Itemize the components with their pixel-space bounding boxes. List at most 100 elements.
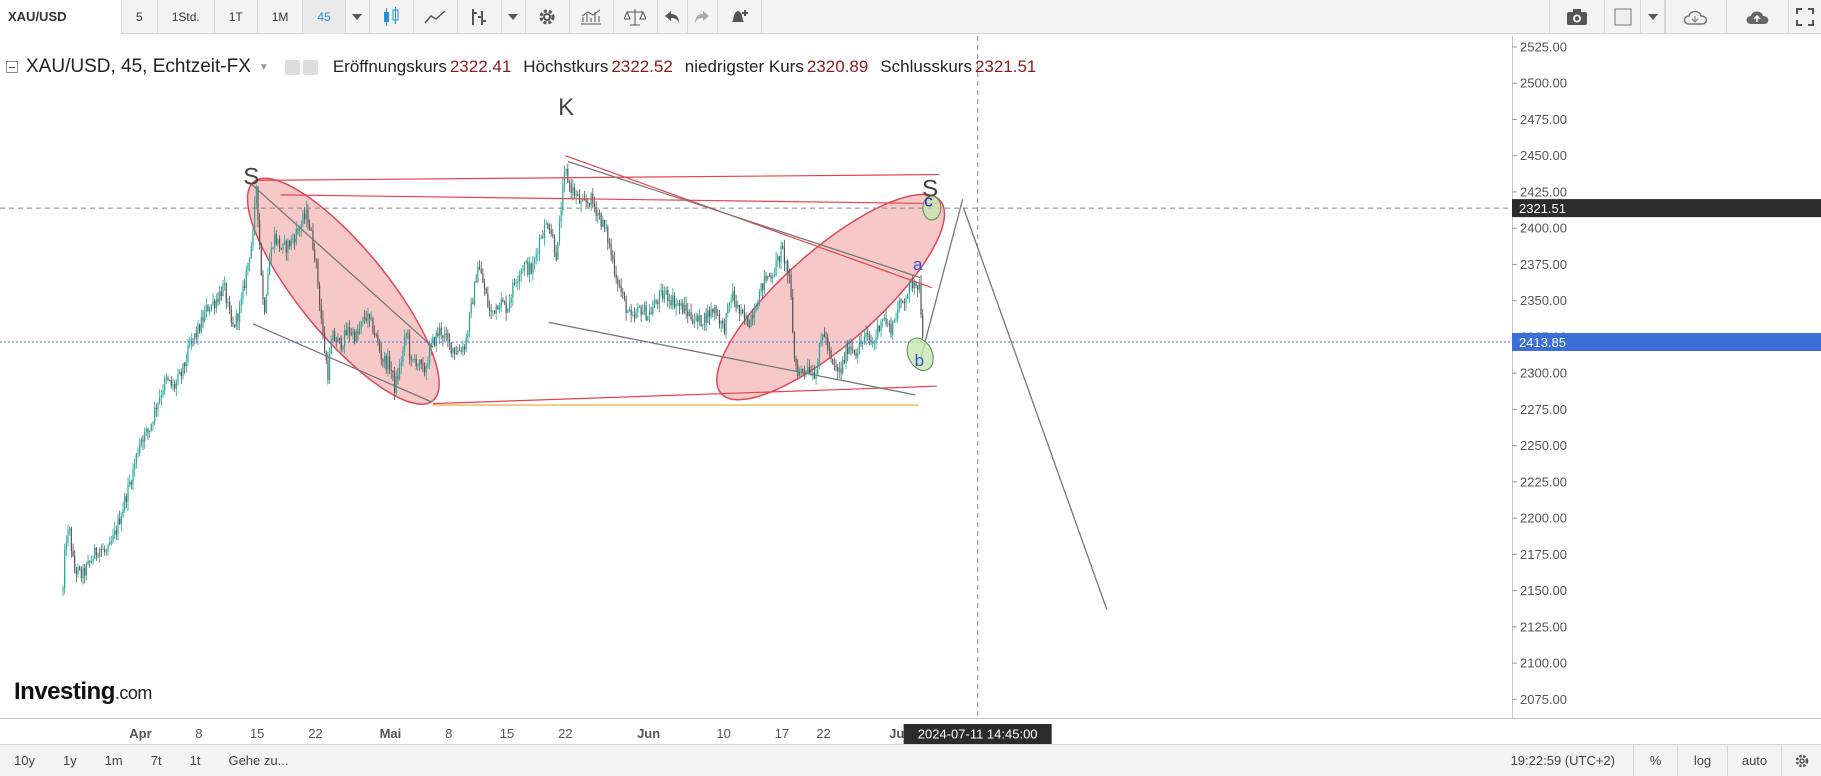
candle-body [857, 353, 859, 357]
annotation-label-a[interactable]: a [913, 255, 923, 274]
y-tick-label: 2525.00 [1520, 40, 1567, 55]
candle-body [428, 347, 431, 365]
high-value: 2322.52 [611, 57, 673, 76]
indicator-dropdown[interactable] [502, 0, 526, 34]
clock-display[interactable]: 19:22:59 (UTC+2) [1510, 753, 1615, 768]
candle-body [905, 299, 907, 304]
candle-style-button[interactable] [370, 0, 414, 34]
candle-body [94, 547, 96, 559]
range-10y[interactable]: 10y [14, 753, 35, 768]
studies-icon [581, 9, 602, 24]
trend-line-gray[interactable] [248, 181, 434, 348]
candle-body [860, 342, 862, 345]
undo-button[interactable] [658, 0, 688, 34]
candle-body [727, 304, 729, 314]
candle-body [274, 234, 276, 248]
range-7t[interactable]: 7t [150, 753, 162, 768]
candle-body [315, 259, 317, 261]
candle-body [423, 365, 426, 373]
indicator-button[interactable] [458, 0, 502, 34]
annotation-label-c[interactable]: c [924, 191, 933, 210]
layout-dropdown[interactable] [1641, 0, 1665, 34]
candle-body [232, 322, 234, 325]
candle-body [412, 359, 414, 361]
trend-line-gray[interactable] [962, 207, 1108, 610]
trend-line-red[interactable] [255, 173, 940, 181]
candle-body [450, 342, 452, 354]
save-chart-button[interactable] [1727, 0, 1789, 34]
candle-body [462, 346, 464, 352]
annotation-label-S[interactable]: S [922, 175, 938, 202]
layout-button[interactable] [1605, 0, 1641, 34]
candle-body [518, 275, 521, 282]
candle-body [304, 214, 306, 220]
snapshot-button[interactable] [1549, 0, 1605, 34]
trend-line-red[interactable] [280, 194, 937, 205]
log-scale-toggle[interactable]: log [1677, 744, 1727, 776]
price-tag-label: 2321.51 [1519, 201, 1566, 216]
candle-body [795, 358, 797, 366]
price-axis-panel[interactable] [1512, 36, 1821, 718]
highlight-ellipse-left-shoulder[interactable] [220, 154, 467, 429]
trend-line-red[interactable] [432, 385, 937, 405]
highlight-circle-c[interactable] [922, 195, 942, 221]
candle-body [194, 333, 196, 339]
line-style-button[interactable] [414, 0, 458, 34]
goto-date-button[interactable]: Gehe zu... [228, 753, 289, 768]
candle-body [305, 209, 307, 220]
candle-body [600, 213, 602, 227]
trend-line-gray[interactable] [548, 321, 916, 396]
x-tick-label: Mai [380, 726, 402, 741]
interval-1-day[interactable]: 1T [215, 0, 258, 34]
candle-body [209, 309, 211, 312]
candle-body [155, 407, 157, 410]
price-chart[interactable]: S K Sa b c 2075.00 2100.00 2125.00 2150.00 2175.… [0, 35, 1821, 744]
interval-1-hour[interactable]: 1Std. [158, 0, 215, 34]
studies-button[interactable] [570, 0, 614, 34]
chart-properties-button[interactable] [1781, 744, 1821, 776]
symbol-selector[interactable]: XAU/USD [0, 0, 122, 34]
fullscreen-button[interactable] [1789, 0, 1821, 34]
candle-body [285, 241, 287, 253]
highlight-circle-b[interactable] [902, 334, 938, 375]
redo-button[interactable] [688, 0, 718, 34]
trend-line-gray[interactable] [920, 199, 964, 358]
annotation-label-S[interactable]: S [243, 164, 259, 191]
interval-45[interactable]: 45 [303, 0, 346, 34]
candle-body [922, 314, 924, 338]
settings-button[interactable] [526, 0, 570, 34]
alert-button[interactable] [718, 0, 762, 34]
candle-body [563, 171, 566, 186]
trend-line-gray[interactable] [252, 323, 433, 403]
range-1y[interactable]: 1y [62, 753, 77, 768]
candle-body [765, 275, 767, 280]
auto-scale-toggle[interactable]: auto [1727, 744, 1781, 776]
x-tick-label: 10 [716, 726, 730, 741]
candle-body [337, 337, 339, 343]
candle-body [888, 323, 890, 325]
annotation-label-b[interactable]: b [915, 351, 924, 370]
compare-button[interactable] [614, 0, 658, 34]
candle-body [167, 377, 169, 380]
range-1m[interactable]: 1m [104, 753, 123, 768]
visibility-icon[interactable] [284, 59, 300, 75]
candle-body [675, 303, 677, 308]
candle-body [415, 358, 417, 367]
annotation-label-K[interactable]: K [558, 94, 574, 121]
legend-dropdown-icon[interactable]: ▼ [258, 61, 269, 73]
candle-body [313, 249, 316, 260]
trend-line-gray[interactable] [567, 160, 921, 279]
candle-body [473, 281, 476, 305]
collapse-legend-icon[interactable] [6, 61, 18, 73]
interval-1-month[interactable]: 1M [258, 0, 304, 34]
interval-5[interactable]: 5 [122, 0, 158, 34]
interval-dropdown[interactable] [346, 0, 370, 34]
percent-scale-toggle[interactable]: % [1633, 744, 1677, 776]
candle-body [70, 528, 72, 551]
candle-body [433, 337, 436, 346]
candle-body [355, 331, 357, 342]
range-1t[interactable]: 1t [189, 753, 201, 768]
redo-icon [695, 10, 710, 23]
settings-small-icon[interactable] [302, 59, 318, 75]
load-chart-button[interactable] [1665, 0, 1727, 34]
